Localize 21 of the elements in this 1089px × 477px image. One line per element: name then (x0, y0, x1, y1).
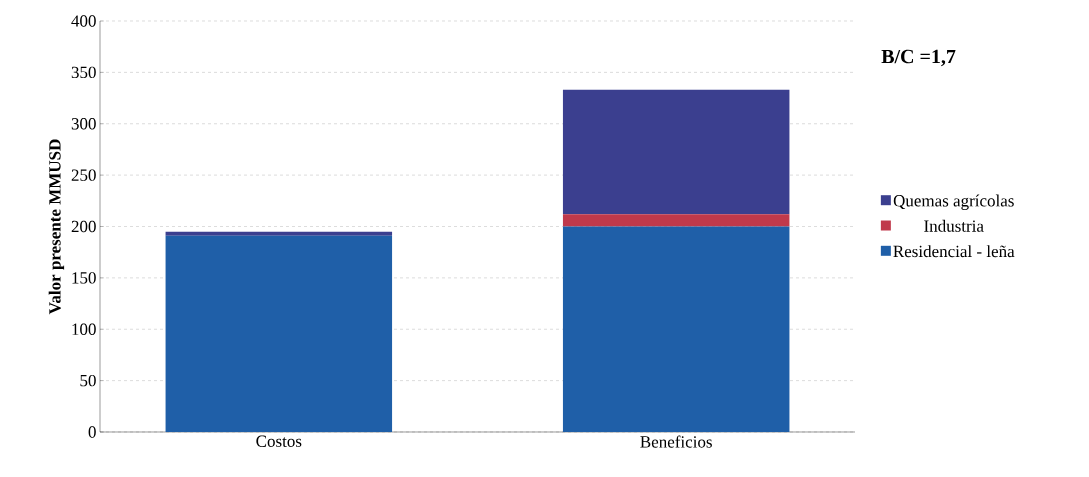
y-tick-label: 350 (71, 66, 96, 79)
x-tick-label: Costos (256, 435, 302, 447)
bar (562, 89, 790, 215)
y-tick-label: 0 (88, 426, 96, 438)
x-tick-label: Beneficios (640, 435, 712, 448)
legend-label: Industria (924, 219, 984, 232)
y-tick-label: 250 (71, 169, 96, 181)
bar (165, 231, 393, 236)
y-tick-label: 100 (72, 323, 96, 335)
y-tick-label: 400 (71, 15, 96, 27)
y-tick-label: 300 (71, 118, 96, 130)
bar (562, 226, 790, 432)
y-tick-label: 50 (80, 374, 96, 387)
y-axis-title: Valor presente MMUSD (48, 139, 65, 315)
legend-label: Residencial - leña (893, 245, 1015, 258)
legend-label: Quemas agrícolas (893, 194, 1014, 211)
y-tick-label: 150 (72, 272, 96, 284)
bar (562, 214, 790, 227)
bar (165, 235, 393, 432)
text: B/C =1,7 (881, 49, 956, 67)
y-tick-label: 200 (71, 220, 96, 233)
